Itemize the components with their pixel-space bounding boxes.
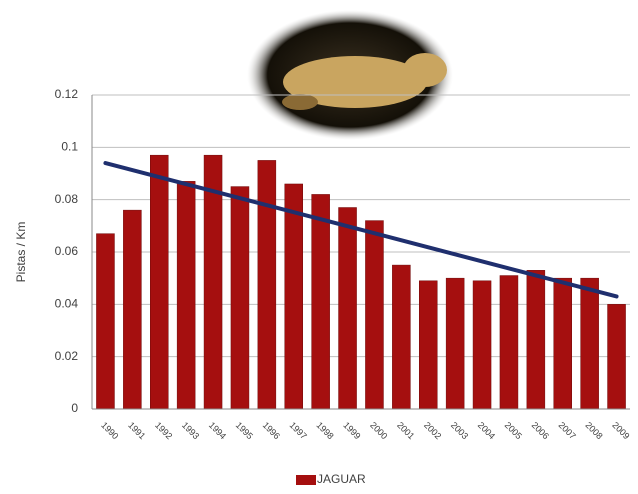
bar (446, 278, 464, 409)
x-tick-label: 2004 (476, 420, 497, 441)
bar (96, 234, 114, 409)
x-tick-label: 2003 (449, 420, 470, 441)
x-tick-label: 2007 (557, 420, 578, 441)
y-tick-label: 0.12 (55, 87, 79, 101)
x-tick-label: 2001 (395, 420, 416, 441)
y-tick-label: 0.06 (55, 244, 79, 258)
bar (473, 281, 491, 409)
x-tick-label: 2005 (503, 420, 524, 441)
bar (285, 184, 303, 409)
y-tick-label: 0.04 (55, 297, 79, 311)
y-tick-label: 0 (71, 401, 78, 415)
y-axis-label: Pistas / Km (14, 222, 28, 283)
x-tick-label: 1992 (153, 420, 174, 441)
x-tick-label: 2000 (368, 420, 389, 441)
x-tick-label: 1996 (261, 420, 282, 441)
bar (365, 221, 383, 409)
bar (419, 281, 437, 409)
bar (392, 265, 410, 409)
bar (150, 155, 168, 409)
y-tick-label: 0.1 (61, 140, 78, 154)
bar (581, 278, 599, 409)
bar (231, 187, 249, 409)
x-tick-label: 1993 (180, 420, 201, 441)
x-tick-label: 1995 (234, 420, 255, 441)
bar (177, 181, 195, 409)
x-tick-label: 1999 (341, 420, 362, 441)
x-tick-label: 1997 (288, 420, 309, 441)
x-tick-label: 2006 (530, 420, 551, 441)
bar (312, 194, 330, 409)
legend-label: JAGUAR (317, 472, 366, 486)
bar (608, 304, 626, 409)
x-tick-label: 2002 (422, 420, 443, 441)
bar (339, 208, 357, 409)
x-tick-label: 1990 (99, 420, 120, 441)
x-tick-label: 2009 (610, 420, 631, 441)
bar (123, 210, 141, 409)
bar (554, 278, 572, 409)
bar (527, 270, 545, 409)
x-tick-label: 1998 (314, 420, 335, 441)
x-tick-label: 1991 (126, 420, 147, 441)
page: Pistas / Km 0 0.02 0.04 0.06 0.08 0.1 0.12 1990… (0, 0, 638, 494)
legend-swatch (296, 475, 316, 485)
chart: Pistas / Km 0 0.02 0.04 0.06 0.08 0.1 0.12 1990… (0, 0, 638, 494)
jaguar-photo (247, 10, 453, 140)
y-tick-label: 0.02 (55, 349, 79, 363)
y-tick-label: 0.08 (55, 192, 79, 206)
bar (258, 160, 276, 409)
x-tick-label: 2008 (583, 420, 604, 441)
x-tick-label: 1994 (207, 420, 228, 441)
bar (500, 276, 518, 409)
